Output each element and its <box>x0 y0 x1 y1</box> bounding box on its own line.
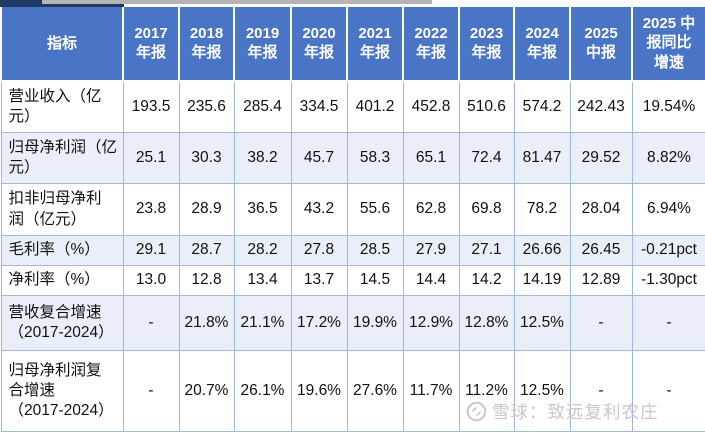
table-cell: 11.7% <box>402 350 460 432</box>
row-label: 归母净利润复 合增速 （2017-2024） <box>0 350 124 432</box>
table-cell: 11.2% <box>458 350 515 432</box>
table-cell: 38.2 <box>233 132 292 184</box>
table-cell: 27.6% <box>346 350 404 432</box>
table-cell: 13.4 <box>233 265 292 296</box>
table-cell: 27.9 <box>402 235 460 266</box>
table-cell: 19.6% <box>290 350 348 432</box>
table-cell: 574.2 <box>513 80 571 133</box>
row-label: 净利率（%） <box>0 265 124 296</box>
table-cell: 26.1% <box>233 350 292 432</box>
row-label: 毛利率（%） <box>0 235 124 266</box>
row-label: 营业收入（亿 元） <box>0 80 124 133</box>
table-cell: 12.89 <box>569 265 633 296</box>
row-label: 归母净利润（亿 元） <box>0 132 124 184</box>
row-label: 营收复合增速 （2017-2024） <box>0 295 124 351</box>
table-cell: 235.6 <box>178 80 235 133</box>
table-cell: 21.1% <box>233 295 292 351</box>
table-cell: - <box>569 350 633 432</box>
table-cell: 17.2% <box>290 295 348 351</box>
table-cell: 19.54% <box>631 80 705 133</box>
table-cell: 12.9% <box>402 295 460 351</box>
table-cell: 26.66 <box>513 235 571 266</box>
table-cell: 43.2 <box>290 183 348 236</box>
table-cell: 14.5 <box>346 265 404 296</box>
table-row: 归母净利润（亿 元） 25.1 30.3 38.2 45.7 58.3 65.1 72.4 81… <box>0 132 705 184</box>
table-cell: 45.7 <box>290 132 348 184</box>
table-cell: 69.8 <box>458 183 515 236</box>
column-header-indicator: 指标 <box>0 4 124 82</box>
table-cell: 36.5 <box>233 183 292 236</box>
table-cell: 55.6 <box>346 183 404 236</box>
table-cell: 23.8 <box>122 183 180 236</box>
table-cell: 13.7 <box>290 265 348 296</box>
table-cell: 510.6 <box>458 80 515 133</box>
column-header: 2018 年报 <box>178 4 235 82</box>
table-cell: 26.45 <box>569 235 633 266</box>
table-cell: 78.2 <box>513 183 571 236</box>
table-cell: 28.9 <box>178 183 235 236</box>
table-cell: 334.5 <box>290 80 348 133</box>
table-cell: 21.8% <box>178 295 235 351</box>
table-cell: 13.0 <box>122 265 180 296</box>
table-row: 净利率（%） 13.0 12.8 13.4 13.7 14.5 14.4 14.2 14.19 1… <box>0 265 705 296</box>
column-header: 2023 年报 <box>458 4 515 82</box>
table-cell: 242.43 <box>569 80 633 133</box>
table-cell: 72.4 <box>458 132 515 184</box>
table-cell: 452.8 <box>402 80 460 133</box>
table-cell: 20.7% <box>178 350 235 432</box>
table-row: 营收复合增速 （2017-2024） -21.8% 21.1% 17.2% 19.9% 1… <box>0 295 705 351</box>
table-cell: 14.4 <box>402 265 460 296</box>
table-cell: 30.3 <box>178 132 235 184</box>
table-cell: 28.2 <box>233 235 292 266</box>
top-strip-gray <box>42 0 432 4</box>
table-cell: 62.8 <box>402 183 460 236</box>
table-cell: 28.7 <box>178 235 235 266</box>
table-cell: 285.4 <box>233 80 292 133</box>
table-cell: - <box>631 295 705 351</box>
table-cell: 12.8 <box>178 265 235 296</box>
row-label: 扣非归母净利 润（亿元） <box>0 183 124 236</box>
table-cell: 28.5 <box>346 235 404 266</box>
table-cell: 14.2 <box>458 265 515 296</box>
table-cell: 27.1 <box>458 235 515 266</box>
column-header: 2025 中 报同比 增速 <box>631 4 705 82</box>
table-cell: 19.9% <box>346 295 404 351</box>
table-row: 扣非归母净利 润（亿元） 23.8 28.9 36.5 43.2 55.6 62.8 69.8… <box>0 183 705 236</box>
table-cell: 8.82% <box>631 132 705 184</box>
table-cell: -0.21pct <box>631 235 705 266</box>
table-row: 归母净利润复 合增速 （2017-2024） -20.7% 26.1% 19.6% 27… <box>0 350 705 432</box>
column-header: 2017 年报 <box>122 4 180 82</box>
table-cell: 401.2 <box>346 80 404 133</box>
table-cell: - <box>122 350 180 432</box>
column-header: 2021 年报 <box>346 4 404 82</box>
table-cell: 12.5% <box>513 295 571 351</box>
table-cell: - <box>569 295 633 351</box>
table-cell: 12.5% <box>513 350 571 432</box>
table-cell: 65.1 <box>402 132 460 184</box>
table-cell: 81.47 <box>513 132 571 184</box>
table-cell: - <box>122 295 180 351</box>
top-strip-navy <box>0 0 42 4</box>
column-header: 2025 中报 <box>569 4 633 82</box>
table-cell: - <box>631 350 705 432</box>
table-cell: 29.1 <box>122 235 180 266</box>
column-header: 2022 年报 <box>402 4 460 82</box>
table-row: 营业收入（亿 元） 193.5 235.6 285.4 334.5 401.2 452.8 5… <box>0 80 705 133</box>
table-cell: 14.19 <box>513 265 571 296</box>
table-cell: 27.8 <box>290 235 348 266</box>
table-cell: 28.04 <box>569 183 633 236</box>
table-cell: 193.5 <box>122 80 180 133</box>
table-cell: -1.30pct <box>631 265 705 296</box>
column-header: 2019 年报 <box>233 4 292 82</box>
column-header: 2024 年报 <box>513 4 571 82</box>
table-cell: 29.52 <box>569 132 633 184</box>
table-row: 毛利率（%） 29.1 28.7 28.2 27.8 28.5 27.9 27.1 26.66 2… <box>0 235 705 266</box>
table-cell: 25.1 <box>122 132 180 184</box>
table-header-row: 指标 2017 年报 2018 年报 2019 年报 2020 年报 2021 年报 202… <box>0 4 705 82</box>
table-cell: 6.94% <box>631 183 705 236</box>
table-cell: 58.3 <box>346 132 404 184</box>
table-cell: 12.8% <box>458 295 515 351</box>
column-header: 2020 年报 <box>290 4 348 82</box>
financial-metrics-table: 指标 2017 年报 2018 年报 2019 年报 2020 年报 2021 年报 202… <box>0 4 705 432</box>
